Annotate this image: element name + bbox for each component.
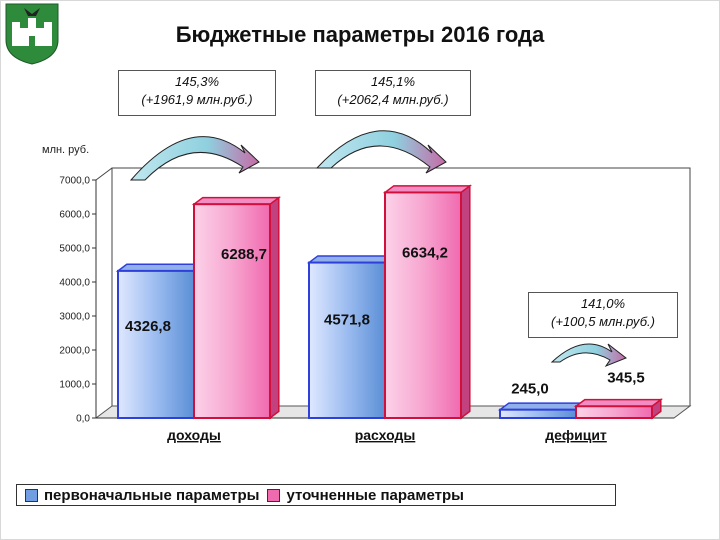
- bar-value-label: 345,5: [607, 369, 645, 386]
- callout-deficit: 141,0% (+100,5 млн.руб.): [528, 292, 678, 338]
- legend-label-refined: уточненные параметры: [286, 486, 464, 504]
- callout-revenue-percent: 145,3%: [174, 74, 220, 89]
- y-tick-label: 7000,0: [59, 176, 90, 187]
- growth-arrow-expenses-icon: [315, 130, 447, 174]
- legend-swatch-initial: [25, 488, 38, 502]
- y-tick-label: 3000,0: [59, 312, 90, 323]
- coat-of-arms-icon: [5, 3, 59, 65]
- legend-item-initial: первоначальные параметры: [25, 487, 259, 504]
- x-category-label: доходы: [167, 427, 221, 443]
- bar-refined-1: [384, 191, 462, 419]
- y-tick-label: 6000,0: [59, 210, 90, 221]
- legend-swatch-refined: [267, 488, 281, 502]
- bar-initial-0: [117, 269, 195, 419]
- bar-refined-2: [575, 405, 653, 419]
- bar-value-label: 4326,8: [125, 318, 171, 335]
- callout-deficit-delta: (+100,5 млн.руб.): [551, 314, 655, 329]
- growth-arrow-deficit-icon: [550, 343, 627, 368]
- bar-initial-2: [499, 408, 577, 420]
- callout-expenses: 145,1% (+2062,4 млн.руб.): [315, 70, 471, 116]
- bar-value-label: 4571,8: [324, 312, 370, 329]
- y-axis-unit-label: млн. руб.: [42, 144, 90, 156]
- callout-revenue: 145,3% (+1961,9 млн.руб.): [118, 70, 276, 116]
- bar-initial-1: [308, 261, 386, 419]
- bar-value-label: 6288,7: [221, 246, 267, 263]
- growth-arrow-revenue-icon: [129, 136, 260, 181]
- bar-side-1-1: [460, 184, 471, 420]
- x-category-label: расходы: [355, 427, 416, 443]
- callout-expenses-percent: 145,1%: [370, 74, 416, 89]
- chart-legend: первоначальные параметры уточненные пара…: [16, 484, 616, 506]
- legend-label-initial: первоначальные параметры: [44, 486, 260, 504]
- y-tick-label: 5000,0: [59, 244, 90, 255]
- y-tick-label: 4000,0: [59, 278, 90, 289]
- bar-side-1-0: [269, 196, 280, 420]
- callout-deficit-percent: 141,0%: [580, 296, 626, 311]
- page-title: Бюджетные параметры 2016 года: [175, 22, 545, 47]
- bar-value-label: 245,0: [511, 381, 549, 398]
- bar-refined-0: [193, 203, 271, 419]
- callout-expenses-delta: (+2062,4 млн.руб.): [337, 92, 449, 107]
- y-tick-label: 1000,0: [59, 380, 90, 391]
- y-tick-label: 0,0: [76, 414, 90, 425]
- bar-value-label: 6634,2: [402, 244, 448, 261]
- y-tick-label: 2000,0: [59, 346, 90, 357]
- x-category-label: дефицит: [545, 427, 607, 443]
- callout-revenue-delta: (+1961,9 млн.руб.): [141, 92, 253, 107]
- plot-top-edge: [95, 167, 113, 181]
- legend-item-refined: уточненные параметры: [267, 486, 464, 504]
